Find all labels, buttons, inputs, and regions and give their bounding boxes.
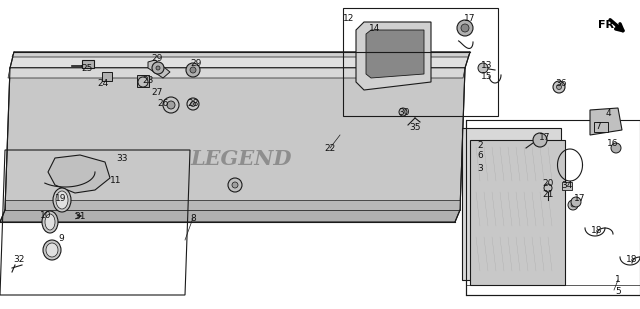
Text: 13: 13 — [481, 61, 493, 70]
Text: 3: 3 — [477, 163, 483, 172]
Text: 33: 33 — [116, 154, 128, 163]
Text: 2: 2 — [477, 141, 483, 150]
Text: 17: 17 — [574, 193, 586, 202]
Polygon shape — [48, 155, 110, 193]
Text: 1: 1 — [615, 276, 621, 285]
Polygon shape — [10, 52, 470, 68]
Bar — [343, 8, 498, 116]
Circle shape — [544, 184, 552, 192]
Circle shape — [461, 24, 469, 32]
Text: 8: 8 — [190, 214, 196, 222]
Circle shape — [557, 84, 561, 90]
Text: 20: 20 — [542, 179, 554, 188]
Text: 19: 19 — [55, 193, 67, 202]
Text: 18: 18 — [627, 255, 637, 264]
Circle shape — [611, 143, 621, 153]
Circle shape — [568, 200, 578, 210]
Circle shape — [478, 63, 488, 73]
Ellipse shape — [53, 188, 71, 212]
Text: 17: 17 — [540, 133, 551, 142]
Circle shape — [533, 133, 547, 147]
Text: 12: 12 — [343, 14, 355, 23]
Text: 28: 28 — [188, 99, 198, 108]
Circle shape — [232, 182, 238, 188]
Ellipse shape — [42, 211, 58, 233]
Text: 22: 22 — [324, 143, 335, 153]
Text: 6: 6 — [477, 150, 483, 159]
Circle shape — [187, 98, 199, 110]
Text: 35: 35 — [409, 122, 420, 132]
Bar — [137, 75, 149, 87]
Circle shape — [457, 20, 473, 36]
Bar — [594, 122, 608, 132]
Text: 21: 21 — [542, 189, 554, 198]
Text: 7: 7 — [595, 121, 601, 130]
Text: 4: 4 — [605, 108, 611, 117]
Polygon shape — [12, 52, 470, 57]
Bar — [562, 182, 572, 190]
Text: 31: 31 — [74, 211, 86, 221]
Text: 5: 5 — [615, 286, 621, 295]
Text: 30: 30 — [398, 108, 410, 116]
Text: 16: 16 — [607, 138, 619, 147]
Circle shape — [571, 203, 575, 207]
Ellipse shape — [56, 191, 68, 209]
Circle shape — [553, 81, 565, 93]
Text: 26: 26 — [157, 99, 169, 108]
Text: 9: 9 — [58, 234, 64, 243]
Ellipse shape — [43, 240, 61, 260]
Text: 15: 15 — [481, 71, 493, 81]
Bar — [82, 60, 94, 68]
Text: 23: 23 — [142, 75, 154, 84]
Bar — [102, 72, 112, 81]
Polygon shape — [462, 128, 561, 280]
Polygon shape — [8, 68, 465, 78]
Circle shape — [163, 97, 179, 113]
Ellipse shape — [46, 243, 58, 257]
Polygon shape — [470, 140, 565, 285]
Text: 29: 29 — [190, 58, 202, 67]
Polygon shape — [356, 22, 431, 90]
Circle shape — [228, 178, 242, 192]
Text: 14: 14 — [369, 23, 381, 32]
Circle shape — [186, 63, 200, 77]
Circle shape — [167, 101, 175, 109]
Circle shape — [138, 77, 148, 87]
Polygon shape — [5, 200, 460, 210]
Circle shape — [190, 67, 196, 73]
Circle shape — [571, 197, 581, 207]
Text: 24: 24 — [97, 78, 109, 87]
Text: 32: 32 — [13, 256, 25, 265]
Text: LEGEND: LEGEND — [190, 149, 291, 169]
Text: 17: 17 — [464, 14, 476, 23]
Polygon shape — [590, 108, 622, 135]
Ellipse shape — [45, 214, 55, 230]
Polygon shape — [0, 210, 460, 222]
Bar — [474, 190, 561, 228]
Text: 36: 36 — [556, 78, 567, 87]
Text: 29: 29 — [151, 53, 163, 62]
Text: 18: 18 — [591, 226, 603, 235]
Bar — [474, 235, 561, 273]
Circle shape — [156, 66, 160, 70]
Text: 34: 34 — [561, 180, 573, 189]
Circle shape — [152, 62, 164, 74]
Text: 10: 10 — [40, 210, 52, 219]
Text: FR.: FR. — [598, 20, 618, 30]
Text: 27: 27 — [151, 87, 163, 96]
Text: 11: 11 — [110, 176, 122, 184]
Polygon shape — [148, 60, 170, 78]
Circle shape — [191, 101, 195, 107]
Bar — [474, 145, 561, 183]
Polygon shape — [5, 68, 465, 210]
Circle shape — [399, 108, 407, 116]
Polygon shape — [366, 30, 424, 78]
Text: 25: 25 — [81, 64, 93, 73]
